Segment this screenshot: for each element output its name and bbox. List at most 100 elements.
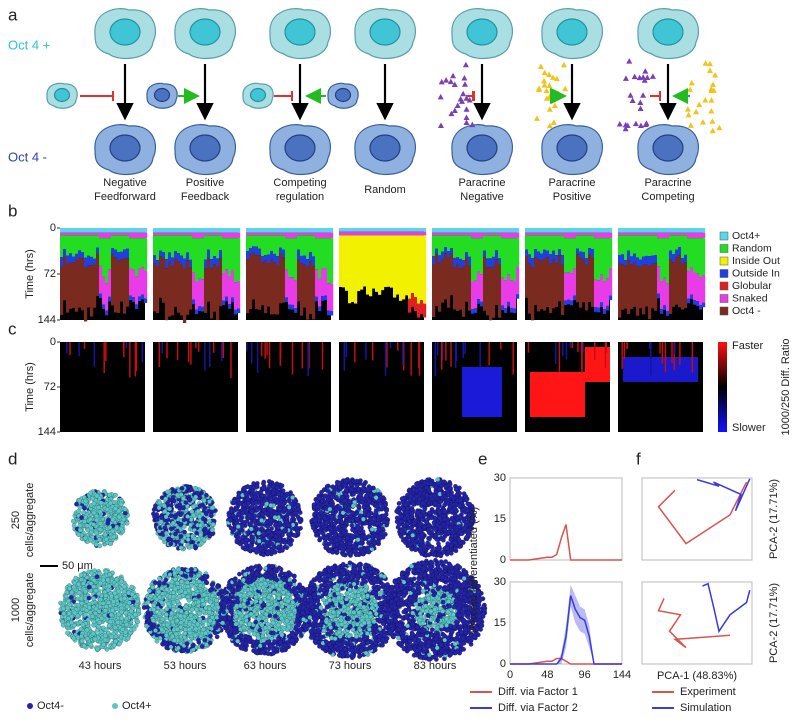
cell-dot — [194, 606, 200, 612]
heatmap-cell — [447, 251, 451, 258]
cell-dot — [157, 611, 162, 617]
heatmap-cell — [549, 254, 553, 264]
heatmap-cell — [294, 238, 298, 281]
cell-dot — [231, 527, 237, 533]
cell-dot — [207, 640, 213, 646]
heatmap-cell — [102, 304, 106, 310]
cell-dot — [116, 641, 122, 647]
cell-dot — [111, 642, 117, 648]
heatmap-cell — [360, 231, 364, 236]
cell-dot — [96, 505, 102, 510]
heatmap-cell — [687, 298, 691, 304]
heatmap-cell — [474, 308, 478, 313]
heatmap-cell — [363, 228, 367, 232]
heatmap-cell — [531, 235, 535, 259]
heatmap-cell — [645, 264, 649, 307]
heatmap-cell — [105, 310, 109, 316]
heatmap-cell — [540, 232, 544, 236]
heatmap-cell — [60, 235, 64, 258]
heatmap-streak — [488, 342, 490, 366]
heatmap-cell — [660, 281, 664, 310]
cell-dot — [99, 615, 105, 621]
heatmap-cell — [363, 235, 367, 287]
heatmap-cell — [237, 308, 241, 314]
cell-dot — [108, 500, 113, 506]
heatmap-cell — [642, 232, 646, 236]
heatmap-cell — [654, 232, 658, 236]
heatmap-streak — [134, 342, 137, 377]
heatmap-cell — [294, 308, 298, 313]
heatmap-cell — [675, 232, 679, 236]
heatmap-cell — [438, 228, 442, 233]
heatmap-cell — [546, 232, 550, 236]
heatmap-cell — [237, 280, 241, 309]
cell-dot — [178, 533, 184, 539]
heatmap-cell — [267, 232, 271, 236]
cell-dot — [235, 524, 241, 529]
paracrine-factor — [550, 74, 557, 80]
heatmap-cell — [285, 297, 289, 303]
heatmap-cell — [105, 232, 109, 239]
heatmap-cell — [603, 228, 607, 233]
nucleus — [369, 18, 401, 46]
heatmap-cell — [591, 232, 595, 236]
heatmap-cell — [126, 232, 130, 236]
heatmap-bg — [618, 342, 703, 432]
heatmap-cell — [504, 228, 508, 233]
time-label: 43 hours — [79, 660, 122, 672]
heatmap-cell — [174, 228, 178, 233]
heatmap-cell — [273, 253, 277, 263]
heatmap-cell — [387, 235, 391, 287]
heatmap-cell — [342, 228, 346, 232]
paracrine-factor — [631, 73, 638, 80]
heatmap-cell — [567, 228, 571, 233]
heatmap-cell — [510, 228, 514, 233]
heatmap-cell — [90, 256, 94, 266]
cell-dot — [240, 510, 245, 516]
heatmap-cell — [120, 251, 124, 260]
heatmap-cell — [498, 264, 502, 318]
heatmap-streak — [402, 342, 404, 365]
heatmap-cell — [96, 253, 100, 297]
heatmap-cell — [204, 232, 208, 236]
cell-dot — [159, 600, 165, 605]
heatmap-cell — [501, 277, 505, 306]
paracrine-factor — [709, 118, 716, 124]
cell-dot — [83, 498, 89, 504]
heatmap-cell — [627, 250, 631, 261]
cell-dot — [84, 627, 90, 633]
heatmap-cell — [378, 228, 382, 232]
heatmap-cell — [309, 228, 313, 233]
heatmap-cell — [402, 231, 406, 236]
heatmap-cell — [525, 256, 529, 298]
heatmap-cell — [168, 228, 172, 233]
heatmap-streak — [291, 342, 294, 375]
cell-dot — [210, 593, 215, 598]
heatmap-cell — [180, 228, 184, 233]
heatmap-cell — [471, 238, 475, 282]
cell-dot — [179, 511, 184, 516]
heatmap-cell — [111, 248, 115, 255]
heatmap-streak — [626, 342, 628, 349]
heatmap-cell — [252, 228, 256, 233]
heatmap-cell — [423, 228, 427, 232]
heatmap-cell — [663, 228, 667, 233]
heatmap-cell — [246, 259, 250, 314]
heatmap-cell — [228, 276, 232, 305]
heatmap-cell — [363, 231, 367, 236]
heatmap-cell — [255, 255, 259, 310]
heatmap-streak — [158, 342, 161, 368]
cell-dot — [244, 537, 250, 542]
cell-dot — [184, 610, 189, 616]
heatmap-cell — [222, 272, 226, 301]
heatmap-cell — [591, 249, 595, 258]
heatmap-cell — [441, 235, 445, 252]
cell-dot — [277, 529, 283, 535]
legend-label: Snaked — [732, 292, 768, 304]
heatmap-cell — [321, 228, 325, 233]
heatmap-cell — [543, 228, 547, 233]
heatmap-cell — [408, 228, 412, 232]
legend-label: Oct4+ — [732, 230, 760, 242]
heatmap-cell — [198, 232, 202, 239]
